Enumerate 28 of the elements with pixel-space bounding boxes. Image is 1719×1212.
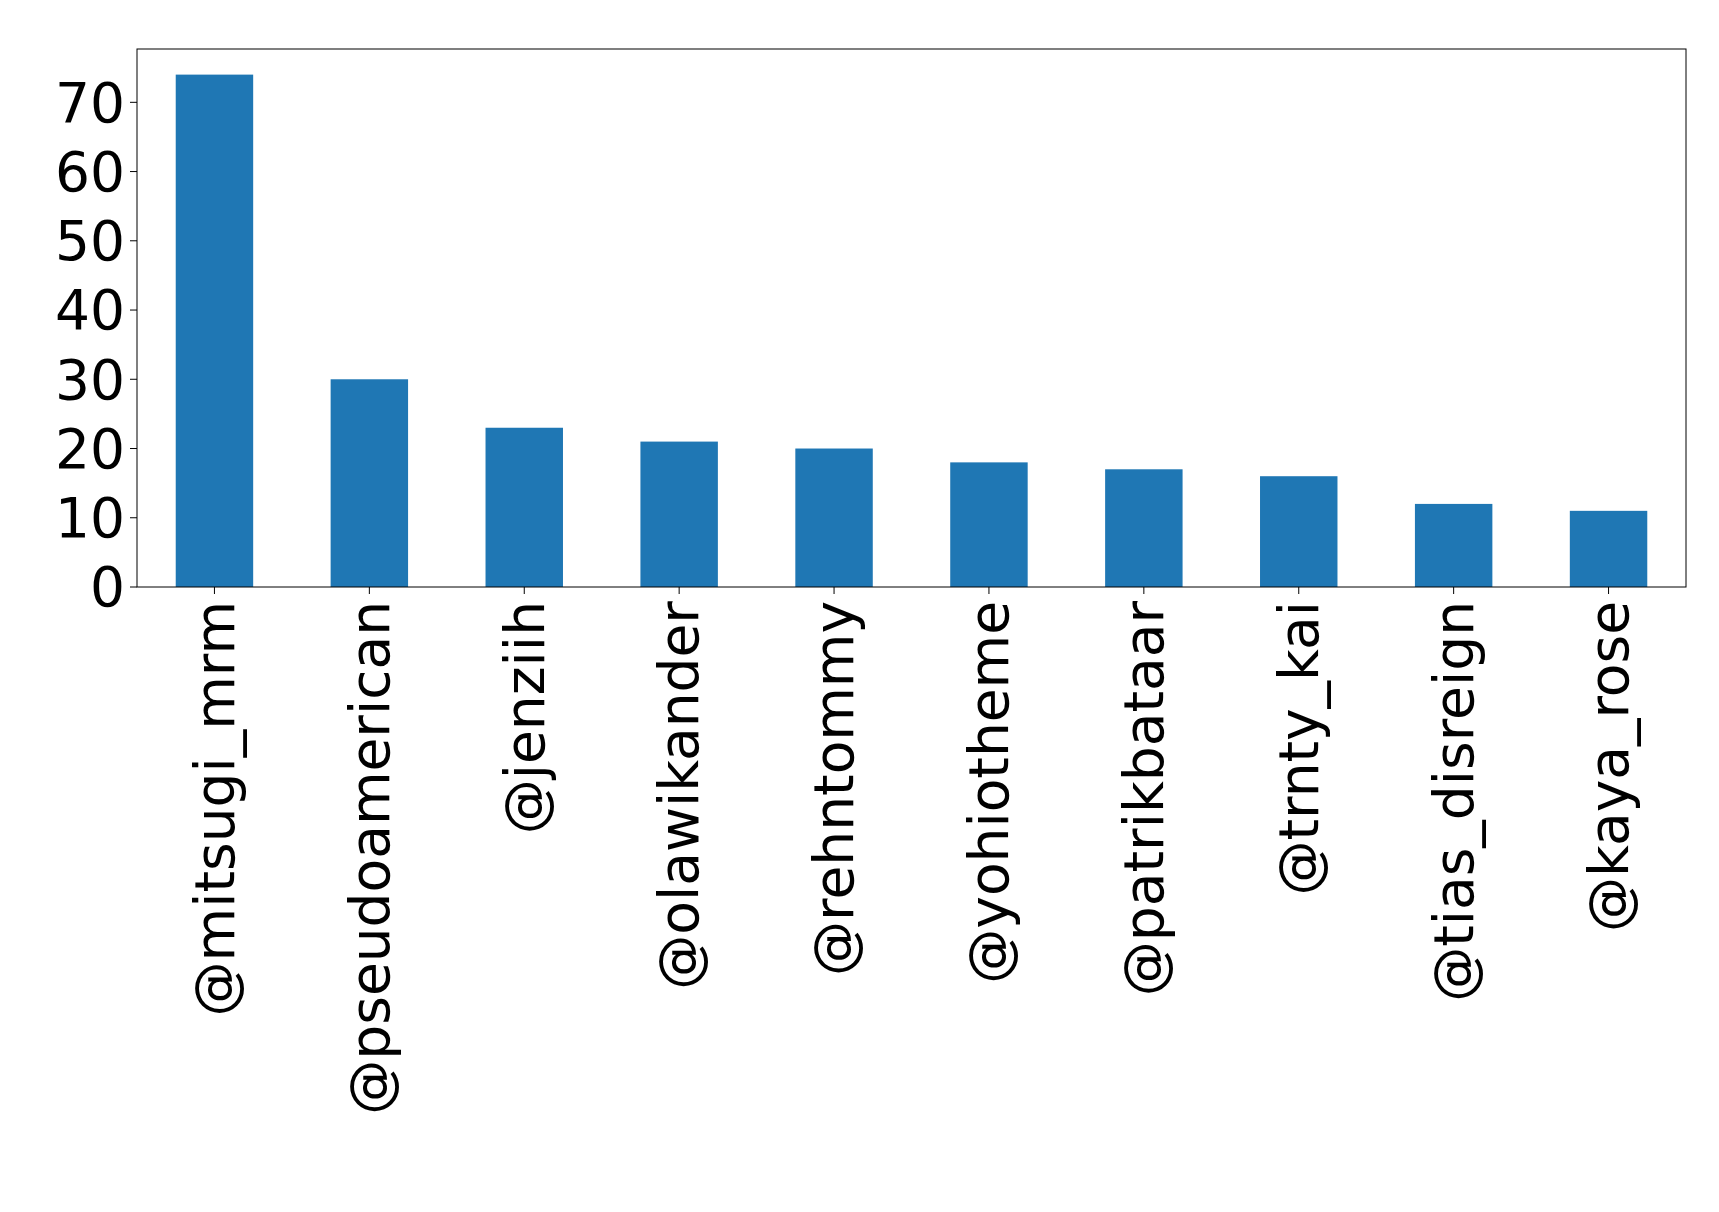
x-tick-label: @jenziih bbox=[492, 601, 557, 835]
x-tick-label: @mitsugi_mrm bbox=[182, 601, 247, 1017]
y-tick-label: 10 bbox=[55, 486, 125, 551]
y-tick-label: 0 bbox=[90, 555, 125, 620]
bar bbox=[1414, 503, 1493, 587]
x-tick-label: @pseudoamerican bbox=[337, 601, 402, 1115]
y-tick-label: 30 bbox=[55, 347, 125, 412]
bar bbox=[950, 462, 1028, 587]
y-tick-label: 50 bbox=[55, 209, 125, 274]
x-tick-label: @tias_disreign bbox=[1421, 601, 1486, 1002]
x-tick-label: @yohiotheme bbox=[957, 601, 1022, 984]
bar bbox=[1105, 469, 1183, 587]
bar bbox=[485, 427, 563, 587]
y-tick-label: 20 bbox=[55, 416, 125, 481]
bar bbox=[795, 448, 873, 587]
bar bbox=[175, 74, 254, 587]
x-tick-label: @kaya_rose bbox=[1576, 601, 1641, 932]
x-tick-label: @olawikander bbox=[647, 600, 712, 990]
y-tick-label: 70 bbox=[55, 70, 125, 135]
y-tick-label: 40 bbox=[55, 278, 125, 343]
bar bbox=[330, 379, 409, 587]
x-tick-label: @rehntommy bbox=[802, 601, 867, 976]
y-tick-label: 60 bbox=[55, 139, 125, 204]
x-tick-label: @patrikbataar bbox=[1112, 600, 1177, 997]
x-tick-label: @trnty_kai bbox=[1267, 601, 1331, 896]
bar bbox=[1569, 510, 1648, 587]
bar bbox=[1260, 476, 1338, 587]
bar bbox=[640, 441, 718, 587]
